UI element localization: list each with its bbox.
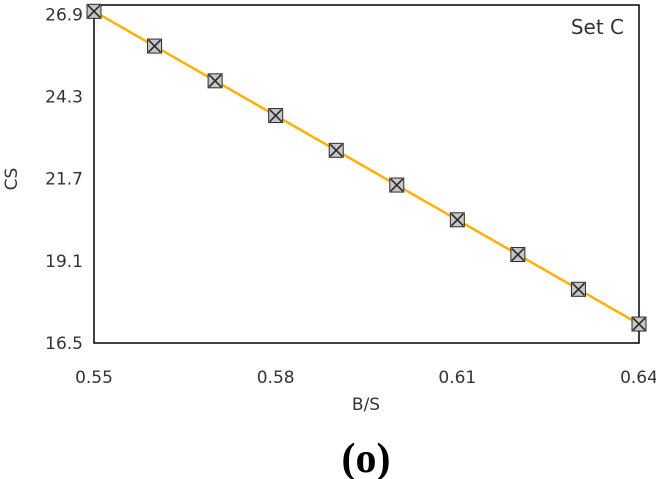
data-point (207, 73, 223, 89)
plot-frame (93, 4, 640, 344)
data-point-cross-b (390, 178, 404, 192)
x-axis-label: B/S (352, 395, 380, 415)
data-point (510, 247, 526, 263)
x-tick-label: 0.61 (438, 368, 476, 388)
tick-layer: 0.55 0.58 0.61 0.64 16.5 19.1 21.7 24.3 26.9 (45, 5, 656, 388)
y-tick-label: 16.5 (45, 334, 83, 354)
data-point-cross-b (208, 74, 222, 88)
y-tick-label: 19.1 (45, 252, 83, 272)
data-point-cross-b (632, 317, 646, 331)
data-point (631, 316, 647, 332)
data-point (570, 281, 586, 297)
series-line (93, 10, 640, 326)
data-point-cross-b (147, 39, 162, 53)
y-axis-label: CS (2, 168, 22, 191)
y-tick-label: 26.9 (45, 5, 83, 25)
figure-caption: (o) (342, 436, 391, 479)
series-label: Set C (571, 15, 624, 39)
data-point-cross-b (269, 108, 283, 123)
x-tick-label: 0.55 (75, 368, 113, 388)
data-point (449, 212, 465, 228)
data-point (268, 108, 284, 124)
x-tick-label: 0.64 (620, 368, 656, 388)
data-point-cross-b (571, 282, 586, 296)
y-tick-label: 21.7 (45, 170, 83, 190)
data-point (328, 142, 344, 158)
x-tick-label: 0.58 (257, 368, 295, 388)
y-tick-label: 24.3 (45, 88, 83, 108)
data-point-cross-b (511, 247, 525, 262)
data-point (389, 177, 405, 193)
data-point-cross-b (450, 213, 464, 227)
data-point-cross-b (329, 143, 343, 157)
data-layer (86, 3, 647, 332)
data-point-cross-b (87, 4, 101, 18)
data-point (86, 3, 102, 19)
data-point (147, 38, 163, 54)
